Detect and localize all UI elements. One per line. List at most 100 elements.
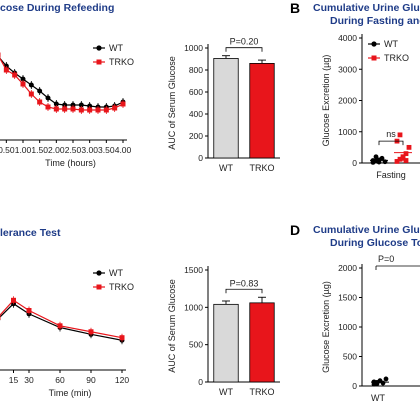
gtt-auc-p-value: P=0.83: [230, 278, 259, 288]
refeeding-auc-y-label: AUC of Serum Glucose: [167, 56, 177, 150]
gtt-auc-bar-wt: [213, 303, 239, 383]
urine-fasting-refeeding-significance-bracket: [378, 140, 404, 146]
urine-fasting-refeeding-trko-point: [397, 156, 403, 162]
urine-fasting-refeeding-trko-point: [403, 158, 409, 163]
gtt-time-course-x-tick-label: 30: [24, 375, 34, 385]
panel-b-letter: B: [290, 0, 301, 16]
urine-fasting-refeeding-trko-point: [397, 132, 403, 138]
refeeding-time-course-trko-point: [0, 52, 1, 58]
urine-gtt-wt-point: [380, 380, 386, 386]
refeeding-auc-y-tick-label: 200: [189, 131, 203, 141]
urine-gtt-y-tick-label: 500: [343, 352, 357, 362]
panel-d-title-line2: During Glucose Tol: [330, 237, 420, 249]
urine-fasting-refeeding-x-tick-label: Fasting: [376, 170, 406, 180]
refeeding-time-course-x-tick-label: 0.50: [0, 145, 15, 155]
refeeding-time-course-x-tick-label: 2.00: [48, 145, 65, 155]
panel-b-title-line2: During Fasting and: [330, 15, 420, 27]
refeeding-time-course-trko-point: [78, 107, 84, 113]
urine-fasting-refeeding-trko-point: [403, 151, 409, 157]
refeeding-time-course-trko-point: [53, 106, 59, 112]
gtt-time-course-trko-point: [26, 308, 32, 313]
gtt-time-course-trko-point: [88, 329, 94, 335]
refeeding-auc-p-value: P=0.20: [230, 37, 259, 47]
refeeding-auc-y-tick-label: 1000: [184, 43, 203, 53]
urine-gtt-y-tick-label: 2000: [338, 263, 357, 273]
urine-fasting-refeeding-y-label: Glucose Excretion (µg): [321, 55, 331, 147]
panel-c-title: lerance Test: [0, 227, 61, 239]
urine-gtt-y-tick-label: 1500: [338, 293, 357, 303]
refeeding-auc-y-tick-label: 800: [189, 65, 203, 75]
legend-trko-marker: [96, 284, 102, 290]
gtt-auc-x-tick-label: WT: [219, 387, 233, 397]
urine-fasting-refeeding-trko-point: [394, 159, 400, 164]
refeeding-time-course-trko-point: [70, 106, 76, 112]
panel-d-letter: D: [290, 222, 301, 238]
refeeding-time-course-wt-point: [37, 88, 43, 94]
legend-wt-label: WT: [109, 43, 123, 53]
gtt-time-course-trko-point: [119, 335, 125, 341]
refeeding-time-course-trko-point: [28, 91, 34, 97]
gtt-auc-y-tick-label: 500: [189, 340, 203, 350]
refeeding-time-course-trko-point: [103, 107, 109, 113]
refeeding-time-course-series-trko-line: [0, 57, 124, 111]
panel-d-title-line1: Cumulative Urine Gluc: [313, 224, 420, 236]
legend-wt-marker: [96, 45, 102, 51]
gtt-auc-x-tick-label: TRKO: [249, 387, 274, 397]
urine-gtt-wt-point: [383, 376, 389, 382]
gtt-time-course-trko-point: [11, 297, 16, 303]
gtt-time-course-x-label: Time (min): [49, 388, 92, 398]
urine-fasting-refeeding-y-tick-label: 2000: [338, 96, 357, 106]
refeeding-time-course-trko-point: [12, 72, 18, 78]
refeeding-time-course-x-tick-label: 1.00: [15, 145, 32, 155]
refeeding-time-course-x-tick-label: 4.00: [115, 145, 132, 155]
gtt-auc-y-tick-label: 1000: [184, 302, 203, 312]
refeeding-time-course-x-tick-label: 1.50: [31, 145, 48, 155]
urine-fasting-refeeding-wt-point: [373, 154, 379, 160]
legend-wt-marker: [371, 41, 377, 47]
refeeding-auc-y-tick-label: 400: [189, 109, 203, 119]
gtt-auc-y-label: AUC of Serum Glucose: [167, 279, 177, 373]
gtt-auc-y-tick-label: 1500: [184, 265, 203, 275]
refeeding-auc-y-tick-label: 0: [198, 153, 203, 163]
gtt-time-course-x-tick-label: 120: [115, 375, 129, 385]
refeeding-auc-x-tick-label: TRKO: [249, 163, 274, 173]
legend-trko-label: TRKO: [384, 53, 409, 63]
refeeding-time-course-wt-point: [20, 76, 26, 82]
refeeding-time-course-series-wt-line: [0, 57, 124, 108]
urine-gtt-p-value: P=0: [378, 254, 394, 264]
urine-fasting-refeeding-trko-point: [406, 144, 412, 150]
refeeding-time-course-trko-point: [112, 105, 118, 111]
urine-fasting-refeeding-wt-point: [376, 159, 382, 165]
urine-fasting-refeeding-wt-point: [379, 155, 385, 161]
refeeding-time-course-wt-point: [78, 102, 84, 108]
urine-gtt-y-tick-label: 1000: [338, 322, 357, 332]
urine-fasting-refeeding-y-tick-label: 1000: [338, 127, 357, 137]
refeeding-time-course-wt-point: [28, 82, 34, 88]
refeeding-time-course-trko-point: [37, 99, 43, 105]
gtt-time-course-x-tick-label: 15: [9, 375, 19, 385]
urine-fasting-refeeding-y-tick-label: 4000: [338, 33, 357, 43]
legend-trko-marker: [371, 55, 377, 61]
urine-fasting-refeeding-trko-point: [400, 155, 406, 161]
legend-wt-label: WT: [109, 268, 123, 278]
refeeding-time-course-x-tick-label: 3.00: [81, 145, 98, 155]
urine-gtt-x-tick-label: WT: [371, 393, 385, 403]
refeeding-time-course-x-label: Time (hours): [45, 158, 96, 168]
gtt-time-course-trko-point: [0, 314, 1, 320]
gtt-auc-bar-trko: [249, 302, 275, 383]
refeeding-time-course-trko-point: [3, 67, 9, 73]
gtt-time-course-series-wt-line: [0, 302, 123, 341]
refeeding-time-course-trko-point: [20, 81, 26, 87]
urine-fasting-refeeding-ns-label: ns: [386, 129, 396, 139]
refeeding-auc-x-tick-label: WT: [219, 163, 233, 173]
urine-fasting-refeeding-y-tick-label: 3000: [338, 64, 357, 74]
gtt-time-course-series-trko-line: [0, 299, 123, 339]
refeeding-time-course-x-tick-label: 2.50: [65, 145, 82, 155]
legend-trko-marker: [96, 59, 102, 65]
gtt-auc-y-tick-label: 0: [198, 377, 203, 387]
legend-wt-label: WT: [384, 39, 398, 49]
refeeding-time-course-trko-point: [45, 104, 51, 110]
urine-gtt-y-label: Glucose Excretion (µg): [321, 281, 331, 373]
panel-b-title-line1: Cumulative Urine Gluc: [313, 2, 420, 14]
